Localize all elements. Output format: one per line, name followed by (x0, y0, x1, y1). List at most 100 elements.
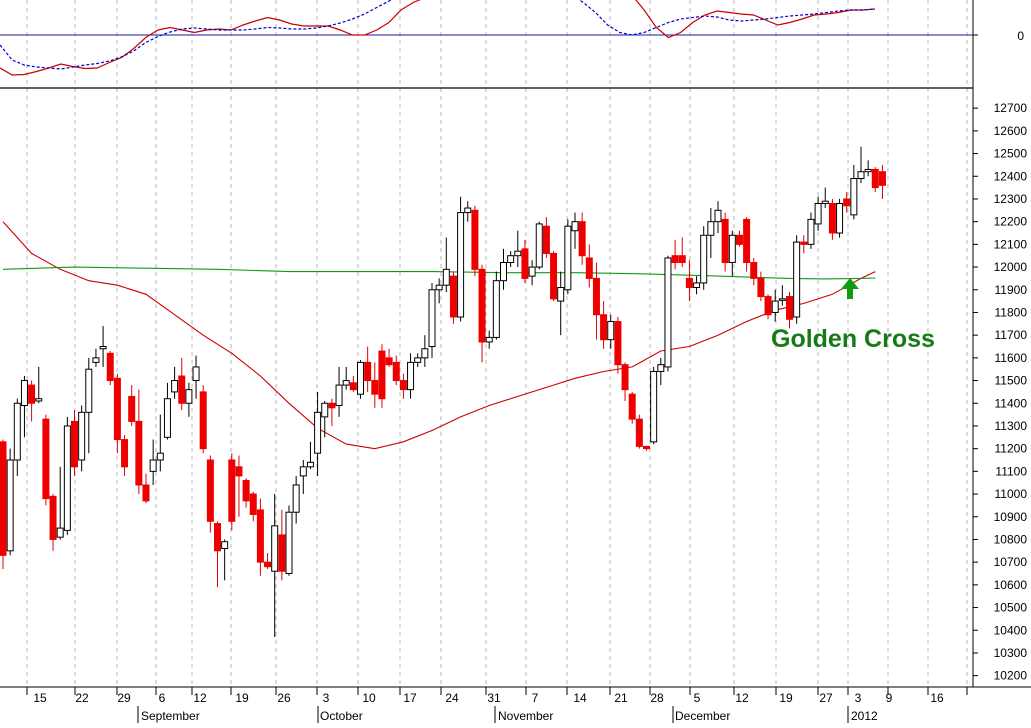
candle (678, 237, 686, 268)
candle (821, 187, 829, 209)
candle-body (607, 321, 615, 341)
candle (514, 230, 522, 268)
candle (63, 416, 71, 535)
candle (206, 455, 214, 533)
candle (857, 146, 865, 184)
moving-average-200-line (2, 266, 876, 280)
candle (314, 391, 322, 476)
candle (235, 455, 243, 517)
candle (214, 521, 221, 588)
candle (478, 264, 486, 363)
candle-body (585, 257, 593, 279)
x-tick-label: 14 (573, 691, 587, 705)
candle (843, 192, 851, 213)
candle (342, 366, 350, 390)
candle-body (485, 336, 493, 343)
x-tick-label: 24 (445, 691, 459, 705)
candle-body (435, 284, 443, 291)
candle (592, 262, 600, 340)
candle (521, 239, 529, 283)
y-tick-label: 12500 (994, 147, 1028, 161)
candle-body (550, 252, 558, 300)
candle (778, 285, 786, 306)
candle (578, 212, 586, 265)
candle-body (414, 357, 422, 363)
candle (757, 271, 765, 302)
candle (878, 164, 886, 199)
candle (714, 201, 722, 234)
x-tick-label: 26 (277, 691, 291, 705)
candle-body (871, 168, 879, 189)
candle (693, 276, 701, 295)
candle (121, 435, 129, 476)
y-tick-label: 10700 (994, 555, 1028, 569)
candle (449, 271, 457, 324)
candle (664, 255, 672, 372)
candle (535, 221, 543, 270)
candle-body (6, 459, 14, 552)
candle (13, 398, 21, 476)
candle-body (221, 541, 229, 550)
x-tick-label: 3 (323, 691, 330, 705)
candle-body (600, 314, 608, 341)
candle-body (407, 361, 415, 391)
candle-body (306, 461, 314, 468)
candle-body (349, 382, 357, 391)
candle-body (621, 364, 629, 391)
candle (92, 348, 100, 367)
month-label: November (498, 709, 553, 723)
candle (707, 208, 715, 258)
candle (750, 257, 758, 286)
candle-body (700, 234, 708, 284)
candle-body (836, 202, 844, 234)
candle (242, 478, 250, 508)
candle-body (857, 171, 865, 180)
candle-body (364, 361, 372, 382)
candle-body (521, 248, 529, 279)
month-label: October (320, 709, 363, 723)
candle (557, 271, 565, 336)
candle-body (743, 218, 751, 264)
y-tick-label: 10800 (994, 532, 1028, 546)
candle-body (464, 207, 472, 214)
candle-body (128, 395, 136, 422)
candle-body (171, 380, 179, 393)
y-tick-label: 10900 (994, 510, 1028, 524)
candle-body (35, 398, 43, 402)
candle-body (206, 459, 214, 522)
y-tick-label: 11600 (995, 351, 1028, 365)
candle (871, 167, 879, 193)
candle-body (163, 398, 171, 438)
candle (828, 198, 836, 240)
candle-body (214, 523, 221, 552)
candle-body (71, 420, 78, 468)
candle (435, 278, 443, 304)
candle (128, 385, 136, 426)
candle (328, 398, 336, 426)
candle-body (750, 262, 758, 279)
y-tick-label: 12200 (994, 215, 1028, 229)
candle (299, 460, 307, 495)
candle (99, 326, 107, 367)
candle-body (864, 168, 872, 173)
candle (585, 244, 593, 288)
candle-body (20, 380, 28, 407)
candle-body (843, 198, 851, 207)
macd-tick-label: 0 (1017, 29, 1024, 43)
candle (507, 251, 515, 268)
y-tick-label: 11000 (995, 487, 1028, 501)
candle-body (735, 234, 743, 245)
candle (42, 414, 50, 506)
candle (378, 344, 386, 408)
x-tick-label: 19 (235, 691, 249, 705)
candle-body (335, 384, 343, 407)
candle-body (235, 466, 243, 477)
candle (278, 509, 286, 581)
candle-body (99, 346, 107, 350)
candle (607, 314, 615, 349)
candle (285, 505, 293, 576)
candle-body (28, 384, 36, 404)
candle-body (471, 209, 479, 270)
